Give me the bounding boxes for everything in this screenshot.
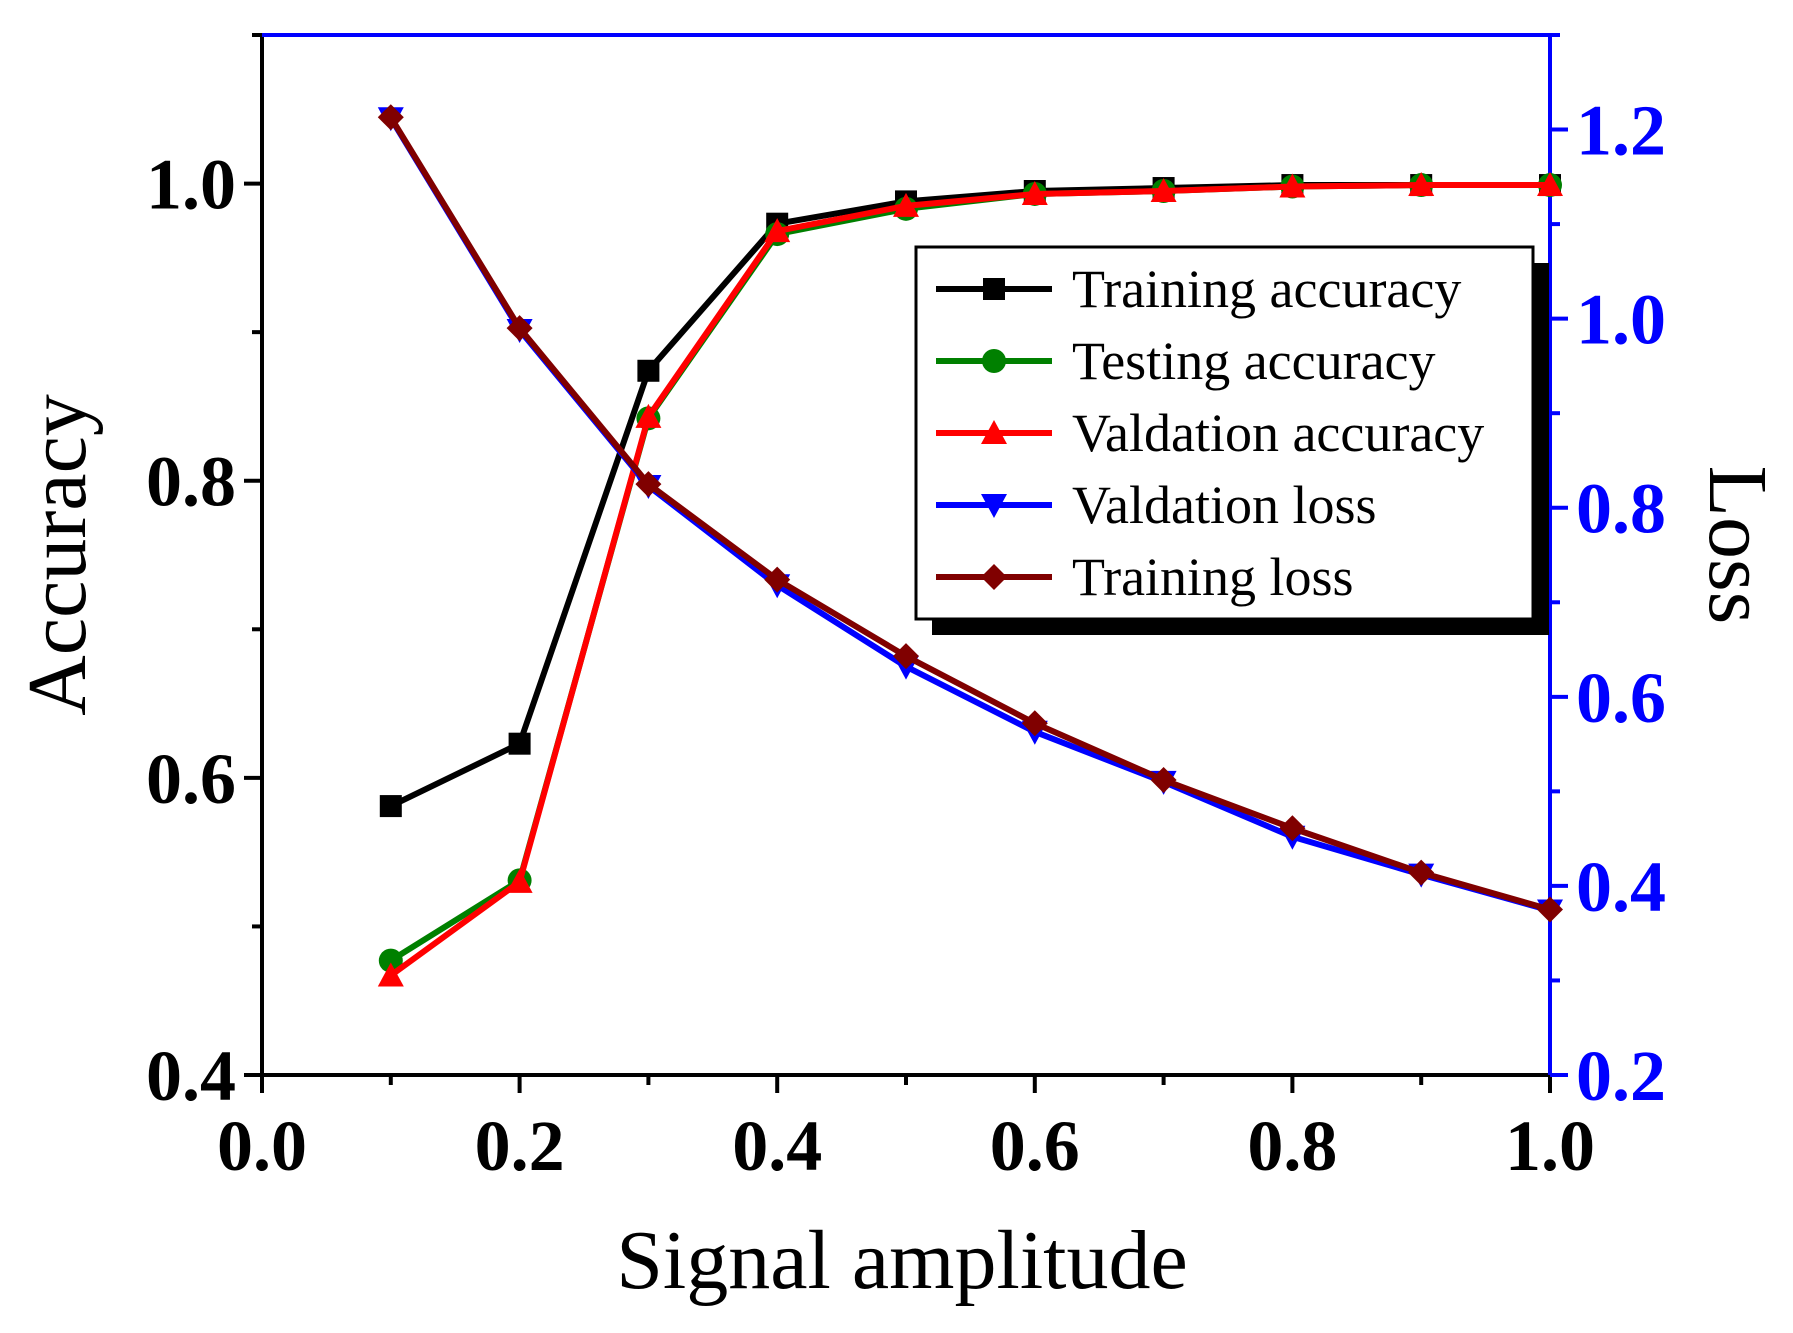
legend: Training accuracy Testing accuracy Valdati… bbox=[914, 245, 1549, 635]
data-point-valdation-accuracy bbox=[377, 962, 404, 987]
y2-tick-label: 1.2 bbox=[1576, 91, 1666, 171]
x-tick-label: 1.0 bbox=[1505, 1106, 1595, 1186]
data-point-training-loss bbox=[893, 643, 919, 670]
data-point-testing-accuracy bbox=[378, 948, 403, 973]
y-tick-label: 0.4 bbox=[146, 1036, 236, 1116]
data-point-training-accuracy bbox=[508, 732, 531, 755]
x-tick-label: 0.2 bbox=[475, 1106, 565, 1186]
data-point-valdation-accuracy bbox=[1021, 180, 1048, 205]
legend-item-training-loss: Training loss bbox=[936, 547, 1354, 607]
legend-marker bbox=[982, 349, 1006, 373]
x-tick-label: 0.4 bbox=[732, 1106, 822, 1186]
data-point-training-loss bbox=[764, 566, 791, 593]
data-point-training-loss bbox=[377, 104, 404, 131]
data-point-training-loss bbox=[506, 315, 533, 342]
y-tick-label: 0.6 bbox=[146, 739, 236, 819]
y2-tick-label: 1.0 bbox=[1576, 280, 1666, 360]
legend-item-valdation-accuracy: Valdation accuracy bbox=[936, 403, 1484, 463]
legend-label: Valdation accuracy bbox=[1072, 403, 1484, 463]
y2-tick-label: 0.4 bbox=[1576, 847, 1666, 927]
legend-marker bbox=[981, 420, 1007, 444]
y-tick-label: 1.0 bbox=[146, 145, 236, 225]
y2-tick-label: 0.8 bbox=[1576, 469, 1666, 549]
series-valdation-accuracy bbox=[377, 172, 1563, 987]
legend-label: Training accuracy bbox=[1072, 259, 1461, 319]
data-point-valdation-accuracy bbox=[506, 868, 533, 893]
x-tick-label: 0.0 bbox=[217, 1106, 307, 1186]
data-point-valdation-accuracy bbox=[1408, 172, 1435, 197]
data-point-training-accuracy bbox=[637, 359, 660, 382]
data-point-training-loss bbox=[635, 471, 662, 498]
data-point-training-loss bbox=[1408, 859, 1435, 886]
legend-marker bbox=[983, 278, 1005, 300]
data-point-valdation-accuracy bbox=[635, 403, 662, 428]
y-tick-label: 0.8 bbox=[146, 442, 236, 522]
data-point-training-loss bbox=[1150, 767, 1177, 794]
data-point-valdation-accuracy bbox=[1537, 172, 1563, 197]
data-point-valdation-accuracy bbox=[764, 218, 791, 243]
legend-label: Valdation loss bbox=[1072, 475, 1377, 535]
series-training-loss bbox=[377, 104, 1563, 923]
x-axis-title: Signal amplitude bbox=[616, 1214, 1188, 1307]
series-line-valdation-accuracy bbox=[389, 182, 1550, 978]
series-layer bbox=[377, 104, 1563, 987]
legend-item-testing-accuracy: Testing accuracy bbox=[936, 331, 1436, 391]
legend-item-training-accuracy: Training accuracy bbox=[936, 259, 1461, 319]
data-point-valdation-accuracy bbox=[1150, 178, 1177, 202]
data-point-valdation-accuracy bbox=[893, 192, 919, 217]
axes-layer: 0.0 0.2 0.4 0.6 0.8 1.00.40.60.81.00.20.40.60… bbox=[146, 33, 1666, 1186]
x-tick-label: 0.8 bbox=[1247, 1106, 1337, 1186]
data-point-training-loss bbox=[1279, 815, 1306, 842]
legend-marker bbox=[981, 564, 1007, 590]
y2-tick-label: 0.2 bbox=[1576, 1036, 1666, 1116]
data-point-training-loss bbox=[1537, 896, 1563, 923]
legend-items: Training accuracy Testing accuracy Valdati… bbox=[936, 259, 1484, 607]
y2-tick-label: 0.6 bbox=[1576, 658, 1666, 738]
series-line-training-loss bbox=[388, 115, 1551, 913]
legend-label: Testing accuracy bbox=[1072, 331, 1436, 391]
data-point-valdation-accuracy bbox=[1279, 173, 1306, 198]
legend-label: Training loss bbox=[1072, 547, 1354, 607]
legend-item-valdation-loss: Valdation loss bbox=[936, 475, 1377, 535]
data-point-training-accuracy bbox=[379, 795, 402, 818]
legend-marker bbox=[981, 494, 1007, 518]
y2-axis-title: Loss bbox=[1691, 466, 1784, 625]
data-point-training-loss bbox=[1021, 710, 1048, 737]
x-tick-label: 0.6 bbox=[990, 1106, 1080, 1186]
y-axis-title: Accuracy bbox=[11, 394, 104, 716]
